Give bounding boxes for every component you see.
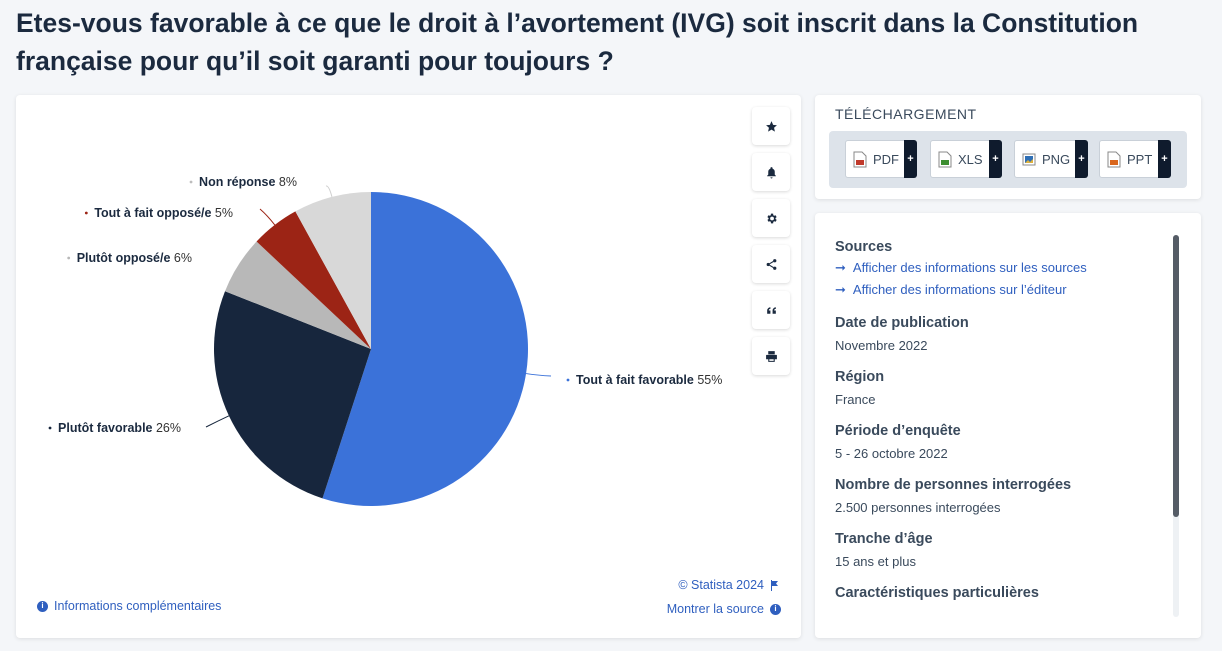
info-card: Sources ➞ Afficher des informations sur …: [815, 213, 1201, 638]
xls-label: XLS: [958, 151, 983, 167]
respondents-title: Nombre de personnes interrogées: [835, 477, 1072, 493]
slice-label: Tout à fait opposé/e 5%: [94, 206, 233, 220]
sources-title: Sources: [835, 239, 893, 255]
quote-icon: [766, 306, 776, 314]
publication-value: Novembre 2022: [835, 338, 928, 353]
download-ppt-button[interactable]: PPT +: [1099, 140, 1171, 178]
notification-button[interactable]: [752, 153, 790, 191]
publisher-info-label: Afficher des informations sur l’éditeur: [852, 282, 1067, 297]
pie-slice[interactable]: [322, 192, 528, 506]
chart-card: Tout à fait favorable 55% Plutôt favorabl…: [16, 95, 801, 638]
ppt-file-icon: [1107, 151, 1121, 168]
gear-icon: [766, 213, 777, 223]
source-info-link[interactable]: ➞ Afficher des informations sur les sour…: [835, 257, 1165, 279]
label-bullet: [189, 180, 193, 184]
slice-label: Non réponse 8%: [199, 175, 297, 189]
label-bullet: [566, 378, 570, 382]
pie-chart: Tout à fait favorable 55% Plutôt favorabl…: [48, 175, 722, 506]
connector-line: [259, 208, 276, 226]
special-section: Caractéristiques particulières: [835, 583, 1165, 603]
publication-title: Date de publication: [835, 315, 969, 331]
bell-icon: [766, 166, 776, 178]
pdf-label: PDF: [873, 151, 899, 167]
share-button[interactable]: [752, 245, 790, 283]
more-info-link[interactable]: i Informations complémentaires: [37, 599, 221, 613]
special-title: Caractéristiques particulières: [835, 585, 1039, 601]
pie-slice[interactable]: [295, 192, 371, 349]
ppt-plus-icon: +: [1158, 140, 1171, 178]
png-file-icon: [1022, 151, 1036, 168]
print-button[interactable]: [752, 337, 790, 375]
label-bullet: [84, 211, 88, 215]
download-title: TÉLÉCHARGEMENT: [835, 106, 977, 122]
respondents-section: Nombre de personnes interrogées 2.500 pe…: [835, 475, 1165, 517]
pdf-plus-icon: +: [904, 140, 917, 178]
download-pdf-button[interactable]: PDF +: [845, 140, 917, 178]
age-section: Tranche d’âge 15 ans et plus: [835, 529, 1165, 571]
statista-copyright[interactable]: © Statista 2024: [678, 578, 779, 592]
period-section: Période d’enquête 5 - 26 octobre 2022: [835, 421, 1165, 463]
show-source-link[interactable]: Montrer la source i: [667, 602, 781, 616]
xls-plus-icon: +: [989, 140, 1002, 178]
region-section: Région France: [835, 367, 1165, 409]
download-card: TÉLÉCHARGEMENT PDF + XLS + PNG +: [815, 95, 1201, 199]
star-icon: [765, 120, 777, 132]
slice-label: Plutôt favorable 26%: [58, 421, 181, 435]
download-bar: PDF + XLS + PNG + PPT +: [829, 131, 1187, 188]
age-value: 15 ans et plus: [835, 554, 916, 569]
connector-line: [205, 415, 230, 428]
age-title: Tranche d’âge: [835, 531, 933, 547]
show-source-label: Montrer la source: [666, 602, 764, 616]
respondents-value: 2.500 personnes interrogées: [835, 500, 1001, 515]
connector-line: [525, 373, 552, 377]
download-xls-button[interactable]: XLS +: [930, 140, 1002, 178]
period-title: Période d’enquête: [835, 423, 961, 439]
info-content: Sources ➞ Afficher des informations sur …: [835, 237, 1165, 615]
region-value: France: [835, 392, 876, 407]
connector-line: [325, 185, 333, 198]
region-title: Région: [835, 369, 885, 385]
settings-button[interactable]: [752, 199, 790, 237]
info-icon: i: [770, 603, 781, 615]
chart-toolbar: [752, 107, 790, 383]
slice-label: Plutôt opposé/e 6%: [77, 251, 192, 265]
page-title: Etes-vous favorable à ce que le droit à …: [16, 8, 1139, 76]
flag-icon: [771, 579, 778, 591]
png-plus-icon: +: [1075, 140, 1088, 178]
pie-slice[interactable]: [225, 241, 371, 349]
source-info-label: Afficher des informations sur les source…: [852, 260, 1087, 275]
label-bullet: [67, 256, 71, 260]
ppt-label: PPT: [1127, 151, 1153, 167]
share-icon: [766, 258, 776, 270]
cite-button[interactable]: [752, 291, 790, 329]
publisher-info-link[interactable]: ➞ Afficher des informations sur l’éditeu…: [835, 279, 1165, 301]
pdf-file-icon: [853, 151, 867, 168]
copyright-text: © Statista 2024: [678, 578, 764, 592]
favorite-button[interactable]: [752, 107, 790, 145]
label-bullet: [48, 426, 52, 430]
scrollbar-thumb[interactable]: [1173, 235, 1179, 517]
publication-section: Date de publication Novembre 2022: [835, 313, 1165, 355]
sources-section: Sources ➞ Afficher des informations sur …: [835, 237, 1165, 301]
download-png-button[interactable]: PNG +: [1014, 140, 1088, 178]
xls-file-icon: [938, 151, 952, 168]
arrow-right-icon: ➞: [835, 260, 846, 275]
pie-slice[interactable]: [214, 291, 371, 499]
arrow-right-icon: ➞: [835, 282, 846, 297]
more-info-label: Informations complémentaires: [54, 599, 222, 613]
pie-slice[interactable]: [256, 211, 371, 349]
print-icon: [765, 350, 777, 362]
slice-label: Tout à fait favorable 55%: [576, 373, 722, 387]
png-label: PNG: [1042, 151, 1071, 167]
info-icon: i: [37, 600, 48, 612]
period-value: 5 - 26 octobre 2022: [835, 446, 948, 461]
